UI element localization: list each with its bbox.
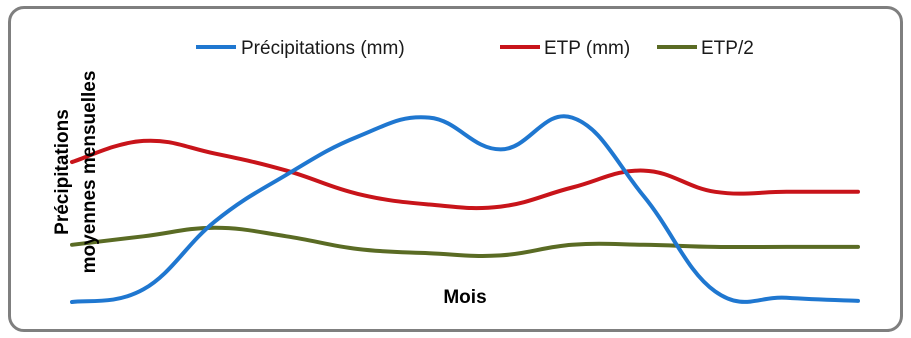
legend: Précipitations (mm) ETP (mm) ETP/2	[196, 38, 754, 59]
legend-label-0: Précipitations (mm)	[241, 38, 405, 59]
legend-label-2: ETP/2	[701, 38, 754, 59]
series-line-2	[70, 225, 860, 258]
legend-label-1: ETP (mm)	[544, 38, 630, 59]
x-axis-title: Mois	[443, 287, 486, 308]
series-line-0	[70, 114, 860, 304]
plot-area	[70, 114, 860, 304]
y-axis-title-line-2: moyennes mensuelles	[79, 71, 100, 274]
y-axis-title-line-1: Précipitations	[52, 109, 73, 235]
series-line-1	[70, 138, 860, 211]
